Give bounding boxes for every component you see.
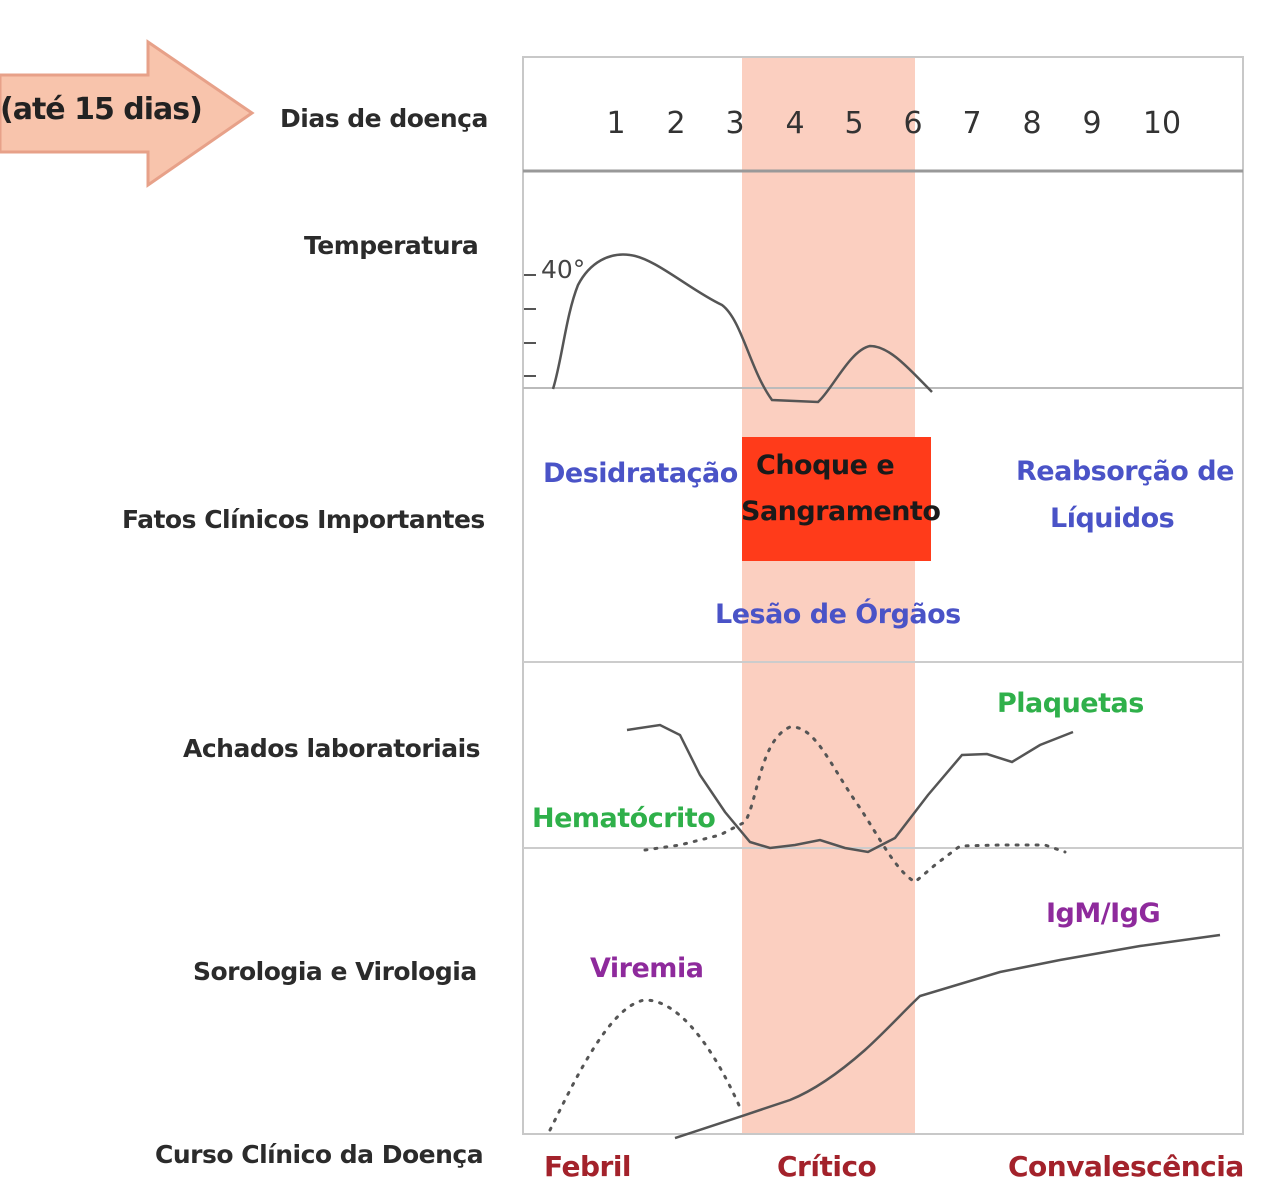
platelets-curve — [626, 723, 1074, 854]
shock-bleeding-box — [742, 437, 931, 561]
label-viremia: Viremia — [590, 953, 704, 984]
phase-febrile: Febril — [544, 1150, 632, 1183]
row-label-temperature: Temperatura — [304, 231, 479, 260]
row-label-clinical-facts: Fatos Clínicos Importantes — [122, 505, 485, 534]
fact-shock-line1: Choque e — [756, 450, 895, 481]
critical-phase-band — [742, 57, 915, 1134]
fact-dehydration: Desidratação — [543, 458, 738, 489]
fact-reabsorption-line2: Líquidos — [1050, 503, 1175, 534]
viremia-curve — [548, 998, 744, 1132]
chart-frame — [522, 56, 1244, 1135]
day-number: 8 — [1022, 106, 1042, 141]
day-number: 5 — [844, 106, 864, 141]
day-number: 1 — [606, 106, 626, 141]
day-number: 2 — [666, 106, 686, 141]
day-number: 6 — [903, 106, 923, 141]
day-number: 3 — [725, 106, 745, 141]
antibody-curve — [674, 933, 1221, 1140]
phase-convalescence: Convalescência — [1008, 1150, 1244, 1183]
fact-shock-line2: Sangramento — [741, 496, 941, 527]
day-number: 9 — [1082, 106, 1102, 141]
row-label-serology: Sorologia e Virologia — [193, 957, 477, 986]
row-label-days: Dias de doença — [280, 104, 488, 133]
temperature-marker: 40° — [541, 255, 586, 284]
arrow-label: (até 15 dias) — [0, 92, 203, 127]
label-platelets: Plaquetas — [997, 688, 1144, 719]
day-number: 7 — [962, 106, 982, 141]
day-number: 4 — [785, 106, 805, 141]
hematocrit-curve — [643, 725, 1067, 884]
row-label-clinical-course: Curso Clínico da Doença — [155, 1140, 484, 1169]
label-hematocrit: Hematócrito — [532, 803, 716, 834]
day-number: 10 — [1142, 106, 1182, 141]
fact-reabsorption-line1: Reabsorção de — [1016, 456, 1234, 487]
label-antibodies: IgM/IgG — [1046, 898, 1161, 929]
fact-organ-damage: Lesão de Órgãos — [715, 599, 961, 630]
timeline-arrow — [0, 39, 255, 188]
row-label-lab-findings: Achados laboratoriais — [183, 734, 481, 763]
temperature-curve — [551, 253, 933, 404]
phase-critical: Crítico — [777, 1150, 877, 1183]
